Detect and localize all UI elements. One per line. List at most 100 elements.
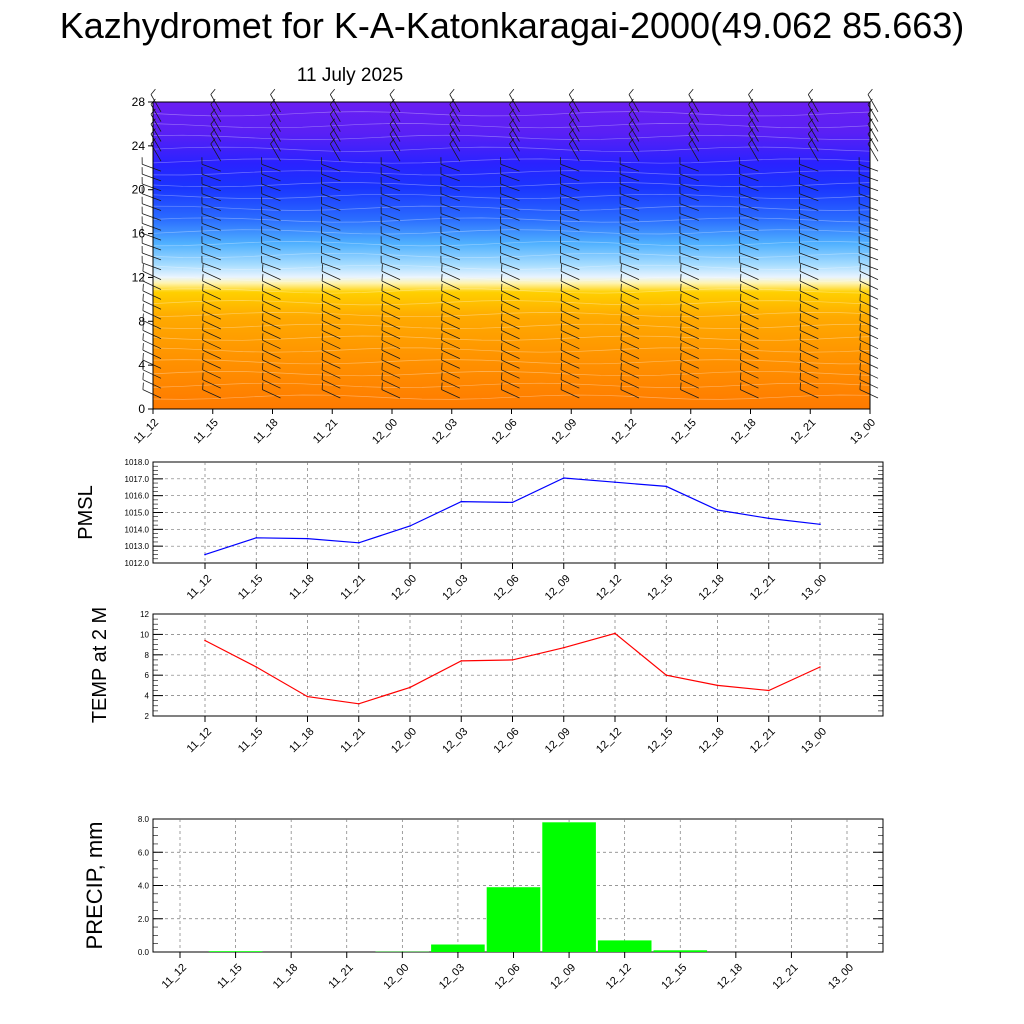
wind-barb: [210, 94, 222, 113]
wind-barb: [501, 270, 520, 280]
wind-barb: [440, 163, 460, 172]
wind-barb-flag: [799, 352, 801, 361]
wind-barb-flag: [262, 274, 264, 282]
wind-barb-flag: [859, 293, 861, 301]
x-tick-label: 11_12: [185, 726, 215, 756]
wind-barb-flag: [329, 118, 336, 125]
wind-barb: [799, 330, 819, 340]
x-tick-label: 12_03: [440, 726, 470, 756]
wind-barb: [679, 252, 699, 261]
wind-barb: [799, 223, 819, 231]
wind-barb-flag: [262, 352, 264, 361]
wind-barb: [441, 280, 460, 290]
temp-point: [716, 684, 719, 687]
wind-barb: [859, 203, 879, 211]
wind-barb: [748, 94, 759, 113]
wind-barb: [799, 270, 819, 280]
wind-barb: [859, 369, 879, 379]
wind-barb-flag: [560, 382, 562, 390]
wind-barb-flag: [680, 283, 682, 291]
wind-barb-flag: [688, 138, 694, 145]
wind-barb: [261, 213, 281, 221]
wind-barb: [509, 123, 520, 142]
wind-barb-flag: [799, 343, 801, 351]
wind-barb: [449, 133, 461, 152]
wind-barb-flag: [441, 303, 443, 311]
wind-barb: [688, 133, 700, 152]
wind-barb: [202, 389, 221, 399]
x-tick-label: 12_21: [770, 962, 800, 992]
wind-barb: [501, 349, 520, 359]
wind-barb: [449, 114, 461, 132]
wind-barb-flag: [441, 264, 443, 272]
wind-barb-flag: [688, 128, 694, 135]
wind-barb-flag: [568, 108, 575, 115]
wind-barb-flag: [210, 138, 216, 145]
wind-barb-flag: [202, 264, 204, 272]
wind-barb: [688, 94, 700, 113]
wind-barb: [142, 379, 162, 389]
wind-barb: [859, 242, 879, 251]
wind-barb-flag: [799, 323, 801, 331]
wind-barb-flag: [202, 303, 204, 311]
wind-barb: [509, 143, 520, 162]
wind-barb: [202, 379, 221, 389]
wind-barb: [688, 143, 700, 162]
wind-barb: [381, 349, 401, 359]
wind-barb: [620, 300, 640, 310]
wind-barb: [679, 173, 699, 182]
wind-barb-flag: [748, 118, 754, 125]
wind-barb: [142, 183, 162, 192]
wind-barb: [321, 163, 341, 172]
wind-barb: [262, 339, 281, 350]
wind-barb: [329, 133, 341, 152]
wind-barb: [210, 143, 222, 162]
wind-barb-flag: [560, 343, 562, 351]
wind-barb: [441, 369, 460, 379]
wind-barb: [441, 339, 460, 350]
wind-barb: [142, 242, 162, 251]
temp-point: [358, 703, 360, 705]
wind-barb: [381, 369, 401, 379]
x-tick-label: 12_15: [659, 962, 689, 992]
wind-barb: [628, 104, 640, 122]
x-tick-label: 12_21: [748, 573, 778, 603]
wind-barb: [441, 310, 460, 320]
wind-barb: [381, 223, 401, 231]
wind-barb-flag: [859, 264, 861, 272]
wind-barb-flag: [680, 333, 682, 341]
wind-barb: [568, 104, 580, 122]
wind-barb: [261, 223, 281, 231]
y-axis-title: TEMP at 2 M: [89, 607, 111, 723]
x-tick-label: 13_00: [799, 573, 829, 603]
wind-barb-flag: [441, 283, 443, 291]
wind-barb: [201, 262, 221, 271]
wind-barb: [679, 203, 699, 211]
wind-barb-flag: [389, 138, 395, 145]
y-tick-label: 0: [138, 402, 145, 416]
wind-barb: [739, 262, 759, 271]
wind-barb-flag: [381, 323, 383, 331]
temp-point: [768, 689, 770, 692]
x-tick-label: 11_18: [287, 573, 317, 603]
wind-barb: [739, 183, 759, 192]
wind-barb: [620, 163, 640, 172]
wind-barb-flag: [501, 333, 503, 341]
contour-line: [152, 229, 871, 235]
wind-barb-flag: [620, 372, 622, 380]
y-tick-label: 8: [138, 314, 145, 328]
y-tick-label: 2.0: [138, 915, 150, 924]
wind-barb: [680, 379, 699, 389]
wind-barb-flag: [321, 293, 323, 301]
wind-barb: [500, 252, 520, 261]
wind-barb: [679, 163, 699, 172]
pmsl-panel: 1012.0 1013.0 1014.0 1015.0 1016.0 1017.0 1018…: [75, 458, 884, 603]
wind-barb: [381, 330, 401, 340]
wind-barb-flag: [262, 343, 264, 351]
wind-barb-flag: [441, 372, 443, 380]
wind-barb-flag: [799, 293, 801, 301]
x-tick-label: 11_15: [236, 573, 266, 603]
wind-barb: [389, 114, 401, 132]
wind-barb-flag: [859, 274, 861, 282]
wind-barb-flag: [859, 372, 861, 380]
